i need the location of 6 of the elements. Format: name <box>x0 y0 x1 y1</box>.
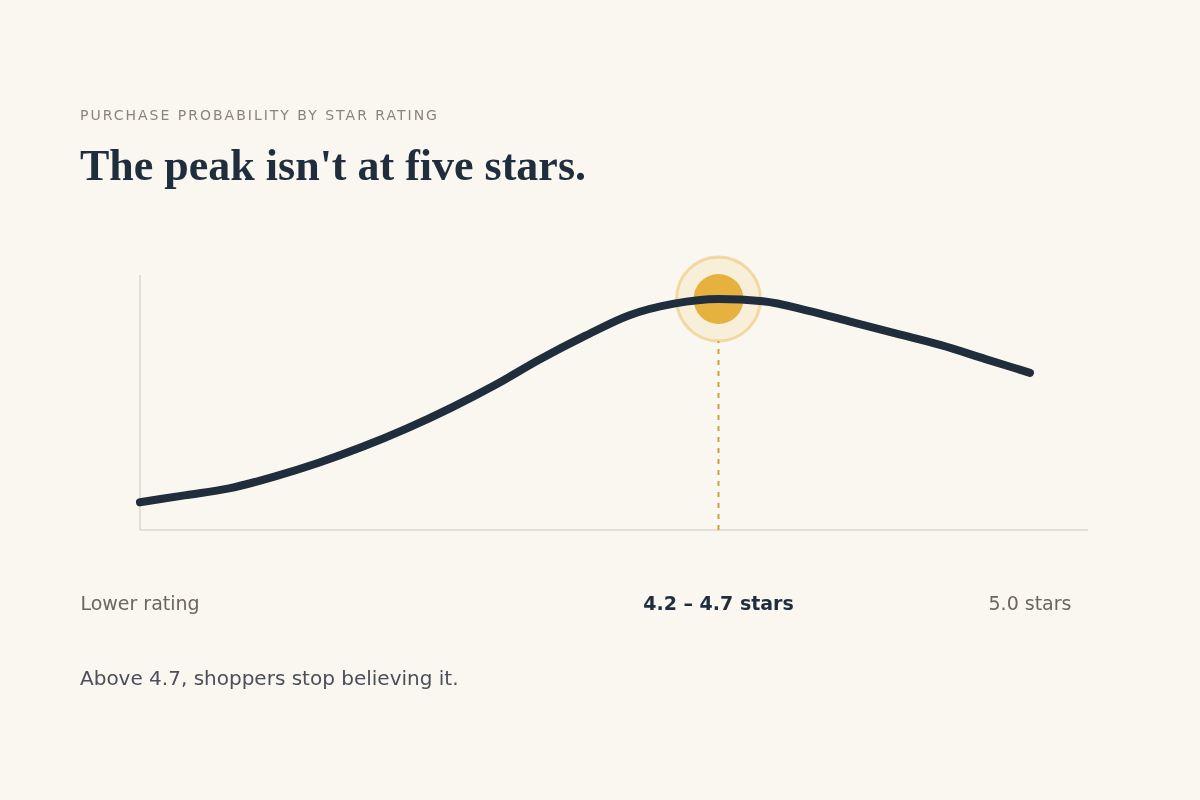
chart-subtitle: PURCHASE PROBABILITY BY STAR RATING <box>80 107 439 123</box>
x-tick-label: Lower rating <box>80 592 200 614</box>
x-tick-label: 4.2 – 4.7 stars <box>643 592 794 614</box>
text: Above 4.7, shoppers stop believing it. <box>80 666 459 690</box>
chart-title: The peak isn't at five stars. <box>80 141 586 190</box>
x-tick-label: 5.0 stars <box>988 592 1072 614</box>
